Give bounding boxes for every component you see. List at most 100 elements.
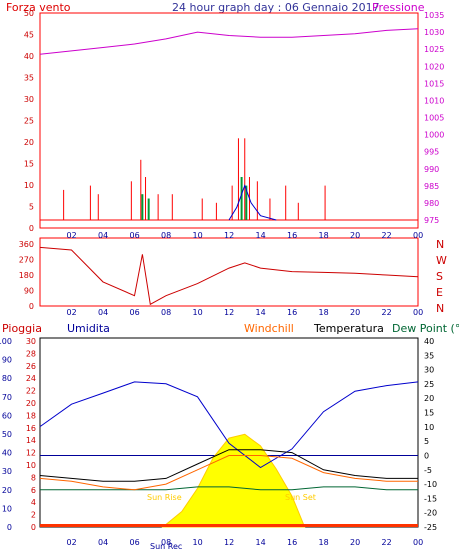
p1-left-tick: 35 — [24, 74, 34, 83]
x-tick-label-p2: 16 — [287, 308, 297, 317]
p1-left-tick: 40 — [24, 52, 34, 61]
p2-left-tick: 0 — [29, 302, 34, 311]
x-tick-label-p1: 10 — [193, 231, 203, 240]
wind-direction-panel — [39, 237, 419, 307]
wind-speed-line — [228, 184, 277, 221]
p1-right-tick: 1000 — [424, 131, 444, 140]
p1-right-tick: 985 — [424, 182, 439, 191]
x-tick-label-p3: 16 — [287, 538, 297, 547]
x-tick-label-p2: 18 — [319, 308, 329, 317]
x-tick-label-p2: 04 — [98, 308, 108, 317]
temperature-tick: 25 — [424, 380, 434, 389]
temperature-tick: -10 — [424, 480, 437, 489]
p1-right-tick: 1010 — [424, 96, 444, 105]
rain-tick: 4 — [31, 498, 36, 507]
p1-right-tick: 1005 — [424, 114, 444, 123]
p2-compass-label: W — [436, 254, 447, 267]
solar-radiation-area — [161, 433, 306, 528]
x-tick-label-p1: 02 — [67, 231, 77, 240]
p1-left-tick: 20 — [24, 138, 34, 147]
chart-title: 24 hour graph day : 06 Gennaio 2017 — [172, 1, 380, 14]
p2-compass-label: N — [436, 302, 444, 315]
temperature-tick: -5 — [424, 466, 432, 475]
wind-pressure-panel — [39, 12, 419, 229]
x-tick-label-p2: 10 — [193, 308, 203, 317]
rain-tick: 12 — [26, 449, 36, 458]
temperature-tick: 40 — [424, 337, 434, 346]
x-tick-label-p3: 04 — [98, 538, 108, 547]
rain-tick: 0 — [31, 523, 36, 532]
p1-left-tick: 25 — [24, 117, 34, 126]
rain-tick: 30 — [26, 337, 36, 346]
humidity-tick: 0 — [7, 523, 12, 532]
temperature-tick: 5 — [424, 437, 429, 446]
temperature-tick: 20 — [424, 394, 434, 403]
pressure-line — [39, 28, 419, 55]
x-tick-label-p2: 12 — [224, 308, 234, 317]
x-tick-label-p3: 02 — [67, 538, 77, 547]
p1-right-tick: 975 — [424, 216, 439, 225]
x-tick-label-p1: 08 — [161, 231, 171, 240]
x-tick-label-p2: 14 — [256, 308, 266, 317]
humidity-tick: 60 — [2, 411, 12, 420]
sun-rise-label: Sun Rise — [147, 493, 182, 502]
p1-right-tick: 1035 — [424, 11, 444, 20]
temperature-tick: -25 — [424, 523, 437, 532]
p1-right-tick: 1020 — [424, 62, 444, 71]
rain-tick: 6 — [31, 486, 36, 495]
sun-rec-label: Sun Rec — [150, 542, 182, 551]
rain-baseline — [40, 524, 418, 527]
x-tick-label-p1: 22 — [382, 231, 392, 240]
p1-right-tick: 980 — [424, 199, 439, 208]
sun-set-label: Sun Set — [285, 493, 316, 502]
p1-right-tick: 1030 — [424, 28, 444, 37]
x-tick-label-p2: 06 — [130, 308, 140, 317]
temperature-tick: -15 — [424, 494, 437, 503]
temperature-tick: -20 — [424, 509, 437, 518]
rain-tick: 26 — [26, 362, 36, 371]
rain-tick: 22 — [26, 387, 36, 396]
x-tick-label-p2: 22 — [382, 308, 392, 317]
rain-tick: 24 — [26, 374, 36, 383]
humidity-tick: 80 — [2, 374, 12, 383]
x-tick-label-p3: 06 — [130, 538, 140, 547]
x-tick-label-p3: 00 — [413, 538, 423, 547]
p2-left-tick: 90 — [24, 287, 34, 296]
temperature-tick: 35 — [424, 351, 434, 360]
x-tick-label-p3: 08 — [161, 538, 171, 547]
p2-compass-label: E — [436, 286, 443, 299]
x-tick-label-p1: 12 — [224, 231, 234, 240]
x-tick-label-p1: 00 — [413, 231, 423, 240]
x-tick-label-p3: 10 — [193, 538, 203, 547]
rain-tick: 28 — [26, 349, 36, 358]
x-tick-label-p1: 04 — [98, 231, 108, 240]
p1-left-tick: 10 — [24, 181, 34, 190]
x-tick-label-p2: 02 — [67, 308, 77, 317]
legend-temperature: Temperatura — [313, 322, 384, 335]
rain-tick: 8 — [31, 473, 36, 482]
p1-left-tick: 30 — [24, 95, 34, 104]
p1-right-tick: 990 — [424, 165, 439, 174]
rain-tick: 10 — [26, 461, 36, 470]
p1-left-tick: 0 — [29, 224, 34, 233]
wind-direction-line — [39, 246, 419, 306]
x-tick-label-p3: 12 — [224, 538, 234, 547]
legend-dewpoint: Dew Point (°C — [392, 322, 459, 335]
x-tick-label-p1: 16 — [287, 231, 297, 240]
humidity-tick: 100 — [0, 337, 12, 346]
wind-speed-title: Forza vento — [6, 1, 71, 14]
temperature-line — [39, 449, 418, 482]
windchill-line — [39, 455, 418, 491]
x-tick-label-p3: 18 — [319, 538, 329, 547]
humidity-tick: 50 — [2, 430, 12, 439]
x-tick-label-p1: 06 — [130, 231, 140, 240]
humidity-tick: 70 — [2, 393, 12, 402]
rain-tick: 18 — [26, 411, 36, 420]
p1-left-tick: 45 — [24, 31, 34, 40]
p2-left-tick: 270 — [19, 256, 34, 265]
p2-left-tick: 180 — [19, 271, 34, 280]
rain-tick: 20 — [26, 399, 36, 408]
humidity-line — [39, 381, 419, 469]
p2-left-tick: 360 — [19, 240, 34, 249]
legend-windchill: Windchill — [244, 322, 294, 335]
